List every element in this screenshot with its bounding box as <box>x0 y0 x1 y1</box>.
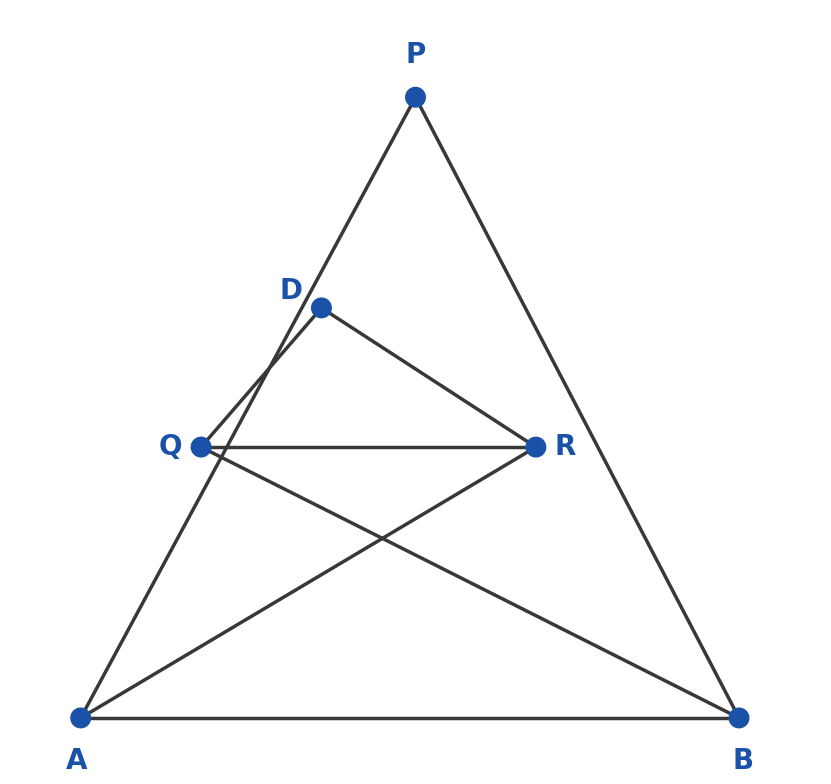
Text: D: D <box>280 278 302 305</box>
Circle shape <box>191 437 211 457</box>
Circle shape <box>526 437 546 457</box>
Text: A: A <box>66 746 88 775</box>
Circle shape <box>406 88 425 107</box>
Circle shape <box>730 708 749 728</box>
Text: B: B <box>732 746 754 775</box>
Text: R: R <box>554 433 576 461</box>
Text: P: P <box>406 41 425 69</box>
Text: Q: Q <box>159 433 182 461</box>
Circle shape <box>71 708 91 728</box>
Circle shape <box>312 298 332 318</box>
